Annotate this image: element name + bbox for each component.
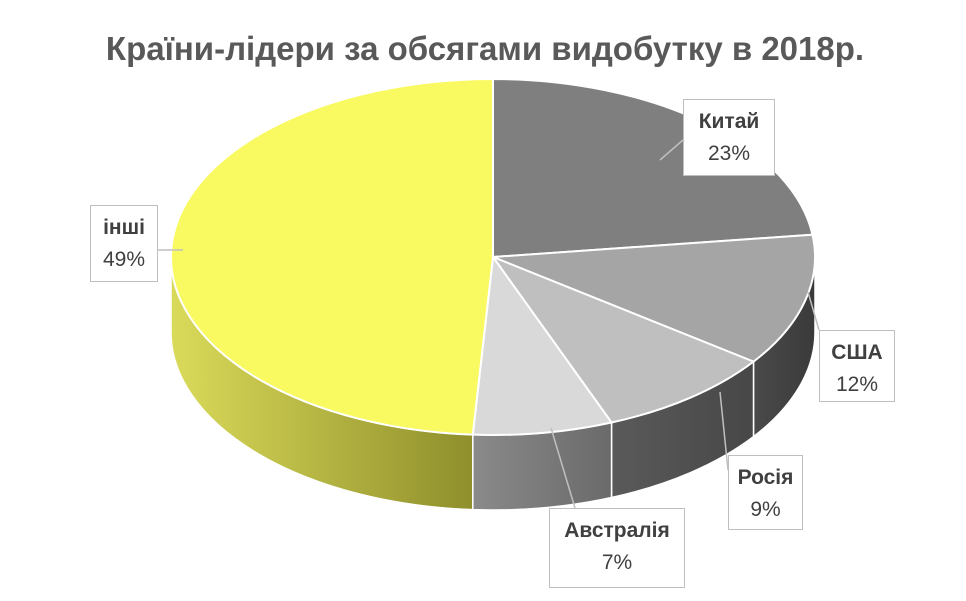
data-label-percent: 7%: [601, 551, 633, 574]
pie-slice-usa: [492, 233, 816, 363]
data-label-percent: 12%: [835, 373, 879, 396]
data-label-percent: 23%: [707, 142, 751, 165]
chart-title: Країни-лідери за обсягами видобутку в 20…: [105, 30, 865, 67]
data-label-name: Китай: [698, 110, 760, 133]
data-label-others: інші 49%: [90, 205, 158, 282]
data-label-australia: Австралія 7%: [549, 508, 685, 588]
leader-line-usa: [807, 291, 820, 331]
data-label-name: інші: [103, 216, 145, 239]
data-label-name: США: [831, 341, 883, 364]
data-label-russia: Росія 9%: [728, 455, 803, 530]
data-label-name: Росія: [737, 466, 794, 489]
data-label-usa: США 12%: [819, 330, 895, 402]
leader-line-russia: [719, 391, 729, 471]
pie-slice-others: [170, 77, 494, 436]
leader-line-china: [659, 139, 684, 161]
data-label-china: Китай 23%: [683, 99, 775, 176]
leader-line-australia: [550, 427, 576, 509]
data-label-percent: 9%: [750, 498, 781, 521]
data-label-percent: 49%: [102, 248, 146, 271]
pie-slice-russia: [490, 254, 756, 424]
pie-slice-australia: [471, 254, 614, 436]
data-label-name: Австралія: [564, 519, 670, 542]
